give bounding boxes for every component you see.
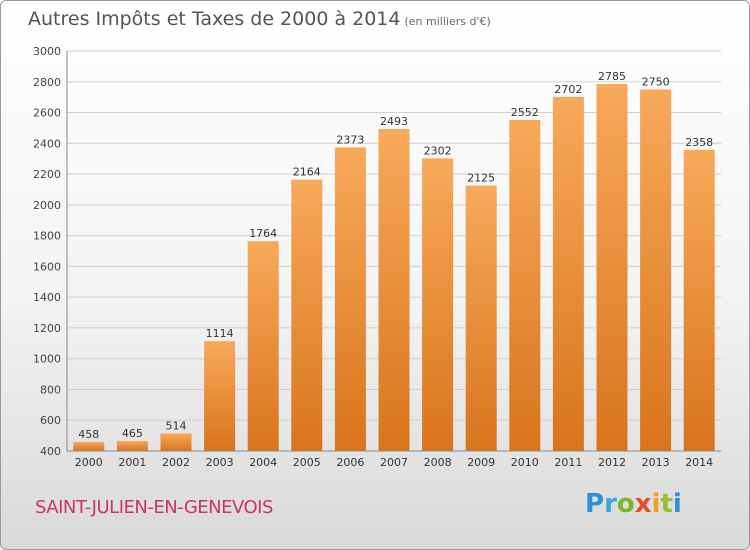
bar <box>204 341 236 451</box>
labels-group: 458 2000 465 2001 514 2002 1114 2003 1764 2004 216… <box>75 70 713 469</box>
bar <box>291 179 323 451</box>
bar-value-label: 2373 <box>336 133 364 146</box>
bar <box>116 441 148 451</box>
bar <box>683 149 715 451</box>
x-tick-label: 2009 <box>467 456 495 469</box>
y-tick-label: 2400 <box>33 137 61 150</box>
x-tick-label: 2011 <box>554 456 582 469</box>
bar-value-label: 2785 <box>598 70 626 83</box>
x-tick-label: 2003 <box>206 456 234 469</box>
x-tick-label: 2000 <box>75 456 103 469</box>
bar <box>334 147 366 451</box>
logo-letter: r <box>604 489 617 519</box>
y-tick-label: 600 <box>40 414 61 427</box>
x-tick-label: 2005 <box>293 456 321 469</box>
bar <box>73 442 105 451</box>
bar-value-label: 2552 <box>511 106 539 119</box>
bar <box>640 89 672 451</box>
y-tick-label: 3000 <box>33 45 61 58</box>
bars-group <box>73 84 715 452</box>
y-tick-label: 2000 <box>33 199 61 212</box>
x-tick-label: 2004 <box>249 456 277 469</box>
y-tick-label: 2800 <box>33 76 61 89</box>
x-tick-label: 2007 <box>380 456 408 469</box>
bar-value-label: 514 <box>166 419 187 432</box>
x-tick-label: 2013 <box>642 456 670 469</box>
bar-value-label: 2493 <box>380 115 408 128</box>
y-tick-label: 1000 <box>33 353 61 366</box>
chart-subtitle: (en milliers d'€) <box>404 15 491 28</box>
x-tick-label: 2002 <box>162 456 190 469</box>
y-tick-label: 800 <box>40 383 61 396</box>
x-tick-label: 2006 <box>336 456 364 469</box>
bar-value-label: 2358 <box>685 136 713 149</box>
title-text: Autres Impôts et Taxes de 2000 à 2014 <box>28 8 401 30</box>
logo-letter: x <box>634 489 652 519</box>
y-tick-label: 1800 <box>33 230 61 243</box>
logo-letter: t <box>660 489 673 519</box>
bar-value-label: 2125 <box>467 172 495 185</box>
x-tick-label: 2008 <box>424 456 452 469</box>
bar-value-label: 1114 <box>206 327 234 340</box>
y-tick-label: 1200 <box>33 322 61 335</box>
y-tick-label: 1600 <box>33 260 61 273</box>
bar-value-label: 1764 <box>249 227 277 240</box>
bar-value-label: 2750 <box>642 75 670 88</box>
x-tick-label: 2001 <box>118 456 146 469</box>
chart-title: Autres Impôts et Taxes de 2000 à 2014 (en… <box>28 8 491 30</box>
bar-value-label: 458 <box>78 428 99 441</box>
logo-letter: i <box>672 489 682 519</box>
bar <box>509 119 541 451</box>
bar-value-label: 2164 <box>293 166 321 179</box>
bar <box>552 96 584 451</box>
logo-letter: o <box>616 489 635 519</box>
logo-letter: i <box>651 489 661 519</box>
bar <box>596 84 628 452</box>
x-tick-label: 2010 <box>511 456 539 469</box>
proxiti-logo[interactable]: Proxiti <box>585 489 682 519</box>
bar <box>378 129 410 451</box>
y-tick-label: 1400 <box>33 291 61 304</box>
bar-value-label: 2702 <box>554 83 582 96</box>
y-tick-label: 2200 <box>33 168 61 181</box>
bar <box>422 158 454 451</box>
axes-group: 400 600 800 1000 1200 1400 1600 1800 2000 2200 240… <box>33 45 721 458</box>
city-name: SAINT-JULIEN-EN-GENEVOIS <box>35 497 273 518</box>
logo-letter: P <box>585 489 605 519</box>
x-tick-label: 2014 <box>685 456 713 469</box>
y-tick-label: 400 <box>40 445 61 458</box>
bar <box>465 185 497 451</box>
bar-value-label: 465 <box>122 427 143 440</box>
bar <box>160 433 192 451</box>
bar-value-label: 2302 <box>424 144 452 157</box>
x-tick-label: 2012 <box>598 456 626 469</box>
y-tick-label: 2600 <box>33 107 61 120</box>
bar <box>247 241 279 451</box>
